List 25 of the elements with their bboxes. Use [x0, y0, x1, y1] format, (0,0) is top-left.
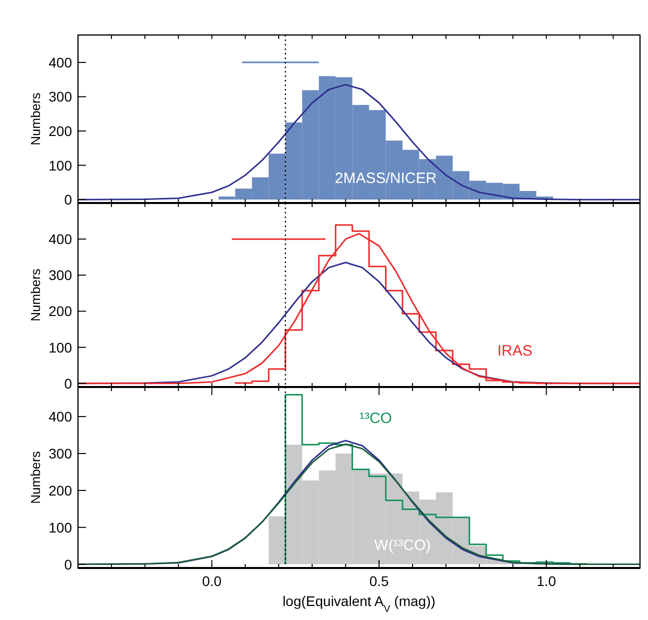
y-tick-label: 200 [48, 482, 72, 498]
y-tick-label: 400 [48, 231, 72, 248]
series-label: IRAS [497, 342, 532, 360]
x-tick-label: 0.5 [369, 573, 390, 589]
y-tick-label: 0 [64, 375, 72, 392]
series-label: ¹³CO [359, 410, 392, 428]
y-tick-label: 100 [48, 157, 72, 174]
series-label: 2MASS/NICER [334, 170, 437, 187]
y-tick-label: 0 [64, 556, 72, 572]
x-axis-title: log(Equivalent A$_{V}$ (mag)) [282, 593, 436, 614]
y-tick-label: 300 [48, 267, 72, 284]
y-tick-label: 0 [64, 192, 72, 208]
y-axis-title: Numbers [28, 92, 43, 146]
y-tick-label: 400 [48, 54, 72, 70]
y-tick-label: 300 [48, 445, 72, 462]
y-axis-title: Numbers [28, 268, 43, 322]
x-tick-label: 1.0 [536, 573, 556, 589]
y-tick-label: 200 [48, 123, 72, 139]
y-axis-title: Numbers [28, 450, 43, 504]
y-tick-label: 400 [48, 408, 72, 425]
y-tick-label: 200 [48, 303, 72, 320]
x-tick-label: 0.0 [202, 573, 222, 589]
y-tick-label: 100 [48, 339, 72, 356]
y-tick-label: 300 [48, 88, 72, 105]
y-tick-label: 100 [48, 519, 72, 536]
